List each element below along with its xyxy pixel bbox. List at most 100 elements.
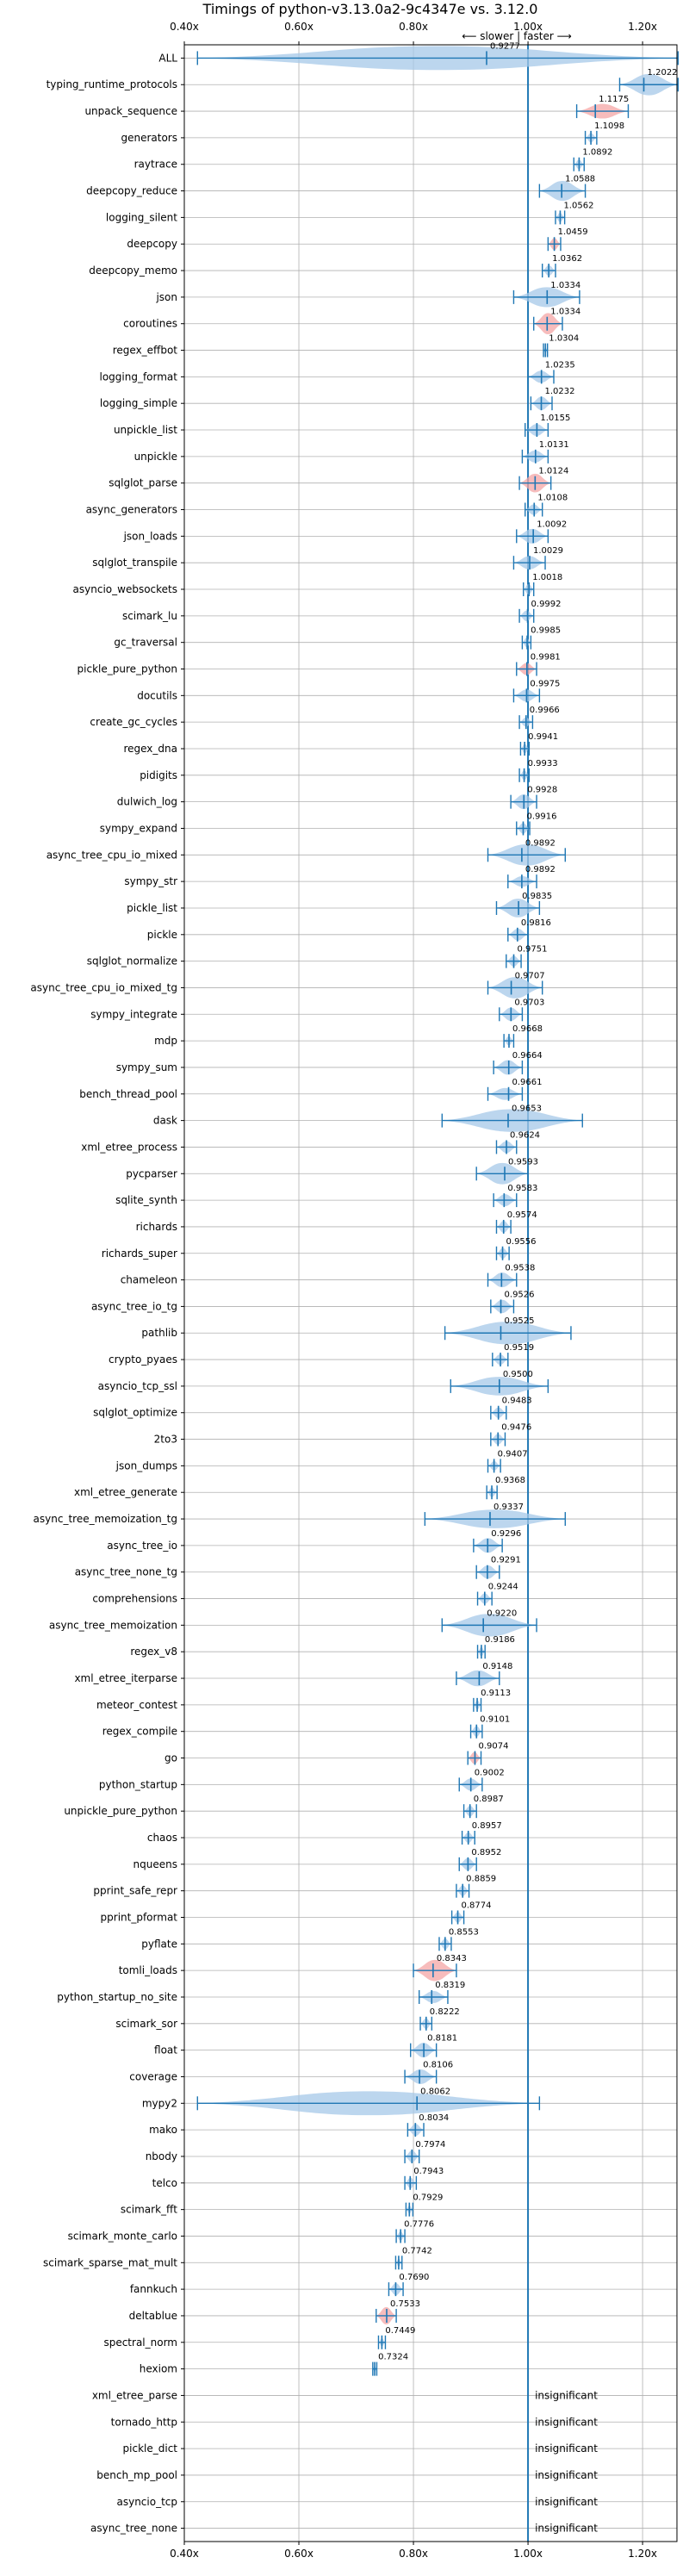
benchmark-label: bench_mp_pool bbox=[96, 2469, 177, 2481]
benchmark-label: pickle_list bbox=[127, 902, 177, 914]
benchmark-label: mypy2 bbox=[142, 2097, 177, 2109]
benchmark-label: pickle_dict bbox=[123, 2442, 178, 2455]
value-label: 0.9407 bbox=[498, 1449, 528, 1459]
value-label: 0.9296 bbox=[491, 1529, 521, 1539]
value-label: 0.9574 bbox=[507, 1210, 537, 1220]
x-tick-label-bottom: 1.00x bbox=[513, 2548, 543, 2560]
benchmark-label: async_tree_none bbox=[90, 2523, 177, 2535]
benchmark-label: go bbox=[164, 1752, 177, 1764]
plot-frame bbox=[183, 44, 678, 2542]
chart-title: Timings of python-v3.13.0a2-9c4347e vs. … bbox=[202, 1, 538, 17]
benchmark-label: raytrace bbox=[134, 159, 177, 171]
benchmark-label: json bbox=[155, 291, 177, 303]
benchmark-label: sqlite_synth bbox=[115, 1194, 177, 1206]
benchmark-label: async_tree_io bbox=[107, 1540, 177, 1552]
bottom-axis-ticks: 0.40x 0.60x 0.80x 1.00x 1.20x bbox=[170, 2542, 657, 2560]
benchmark-label: deepcopy bbox=[127, 238, 177, 250]
benchmark-label: sympy_integrate bbox=[90, 1008, 177, 1020]
insignificant-label: insignificant bbox=[535, 2442, 598, 2455]
x-tick-label-top: 0.80x bbox=[399, 21, 428, 33]
benchmark-label: asyncio_tcp bbox=[116, 2496, 177, 2508]
value-label: 1.0155 bbox=[540, 414, 570, 423]
benchmark-label: fannkuch bbox=[130, 2283, 177, 2295]
value-label: 0.9661 bbox=[512, 1078, 543, 1087]
value-label: 0.8952 bbox=[471, 1848, 501, 1857]
value-label: 0.9113 bbox=[481, 1689, 511, 1698]
value-label: 1.0018 bbox=[532, 573, 562, 582]
x-tick-label-bottom: 0.40x bbox=[170, 2548, 199, 2560]
benchmark-label: asyncio_tcp_ssl bbox=[98, 1380, 177, 1392]
value-label: 0.9526 bbox=[505, 1290, 535, 1299]
benchmark-label: scimark_sparse_mat_mult bbox=[43, 2256, 177, 2268]
benchmark-label: gc_traversal bbox=[114, 637, 177, 649]
value-label: 0.9538 bbox=[505, 1264, 535, 1273]
benchmark-label: pickle bbox=[147, 929, 177, 941]
benchmark-label: chameleon bbox=[121, 1274, 177, 1286]
benchmark-label: richards bbox=[136, 1221, 177, 1233]
value-label: 0.9186 bbox=[485, 1635, 515, 1645]
value-label: 1.0124 bbox=[538, 467, 568, 476]
benchmark-label: ALL bbox=[158, 52, 177, 64]
benchmark-label: regex_dna bbox=[123, 743, 177, 755]
value-label: 0.8181 bbox=[427, 2034, 457, 2044]
benchmark-label: async_tree_cpu_io_mixed_tg bbox=[30, 981, 177, 993]
x-tick-label-top: 1.00x bbox=[513, 21, 543, 33]
benchmark-label: generators bbox=[121, 132, 177, 144]
benchmark-label: regex_effbot bbox=[113, 345, 178, 357]
benchmark-label: sqlglot_transpile bbox=[92, 557, 177, 569]
benchmark-label: scimark_lu bbox=[122, 610, 177, 622]
benchmark-label: chaos bbox=[147, 1832, 177, 1844]
value-label: 0.9291 bbox=[491, 1556, 521, 1565]
benchmark-label: regex_v8 bbox=[130, 1646, 177, 1658]
insignificant-label: insignificant bbox=[535, 2496, 598, 2508]
value-label: 0.7943 bbox=[413, 2167, 444, 2176]
value-label: 1.0131 bbox=[539, 440, 569, 450]
value-label: 0.9933 bbox=[528, 759, 558, 768]
value-label: 1.0304 bbox=[549, 334, 579, 344]
value-label: 0.9707 bbox=[515, 971, 545, 980]
benchmark-labels: ALL typing_runtime_protocols unpack_sequen… bbox=[30, 52, 184, 2535]
benchmark-label: async_tree_none_tg bbox=[75, 1566, 177, 1578]
value-label: 0.7776 bbox=[404, 2219, 434, 2229]
benchmark-label: telco bbox=[152, 2177, 177, 2189]
x-tick-label-top: 0.60x bbox=[284, 21, 313, 33]
value-label: 0.9992 bbox=[531, 600, 562, 609]
benchmark-label: pprint_safe_repr bbox=[93, 1885, 177, 1897]
value-label: 1.0334 bbox=[550, 281, 580, 290]
value-label: 0.9476 bbox=[501, 1423, 531, 1433]
value-label: 0.9751 bbox=[518, 945, 548, 955]
benchmark-label: hexiom bbox=[140, 2363, 177, 2375]
benchmark-label: pathlib bbox=[141, 1327, 177, 1339]
benchmark-label: json_loads bbox=[123, 530, 177, 542]
benchmark-label: bench_thread_pool bbox=[79, 1088, 177, 1100]
benchmark-label: pidigits bbox=[140, 769, 177, 781]
benchmark-label: mdp bbox=[154, 1035, 177, 1047]
value-label: 0.8319 bbox=[435, 1981, 465, 1990]
insignificant-label: insignificant bbox=[535, 2469, 598, 2481]
benchmark-label: nbody bbox=[146, 2150, 177, 2162]
benchmark-label: unpack_sequence bbox=[84, 105, 177, 117]
benchmark-label: async_tree_io_tg bbox=[91, 1300, 177, 1312]
value-label: 0.7690 bbox=[399, 2273, 429, 2282]
value-label: 0.9668 bbox=[512, 1024, 543, 1034]
benchmark-label: deepcopy_memo bbox=[89, 264, 177, 277]
benchmark-label: logging_format bbox=[99, 370, 177, 383]
value-label: 0.9277 bbox=[490, 41, 520, 51]
value-label: 0.9519 bbox=[504, 1343, 534, 1353]
value-label: 1.0232 bbox=[545, 387, 575, 396]
benchmark-label: async_tree_memoization bbox=[49, 1619, 177, 1631]
benchmark-label: pyflate bbox=[141, 1938, 177, 1950]
value-label: 0.9941 bbox=[528, 732, 558, 742]
value-label: 0.7929 bbox=[413, 2193, 443, 2203]
value-label: 0.9981 bbox=[531, 653, 561, 663]
value-label: 0.9703 bbox=[514, 998, 544, 1007]
plot-area: 0.9277 1.2022 1.1175 1.1098 1.0892 1.0588 1.05… bbox=[196, 41, 680, 2542]
benchmark-label: mako bbox=[149, 2124, 177, 2136]
x-tick-label-bottom: 0.60x bbox=[284, 2548, 313, 2560]
benchmark-label: coroutines bbox=[123, 318, 177, 330]
benchmark-label: tomli_loads bbox=[119, 1964, 177, 1976]
benchmark-label: sympy_str bbox=[124, 875, 177, 887]
insignificant-label: insignificant bbox=[535, 2523, 598, 2535]
value-label: 0.9500 bbox=[503, 1370, 533, 1379]
value-label: 0.8343 bbox=[437, 1954, 467, 1963]
